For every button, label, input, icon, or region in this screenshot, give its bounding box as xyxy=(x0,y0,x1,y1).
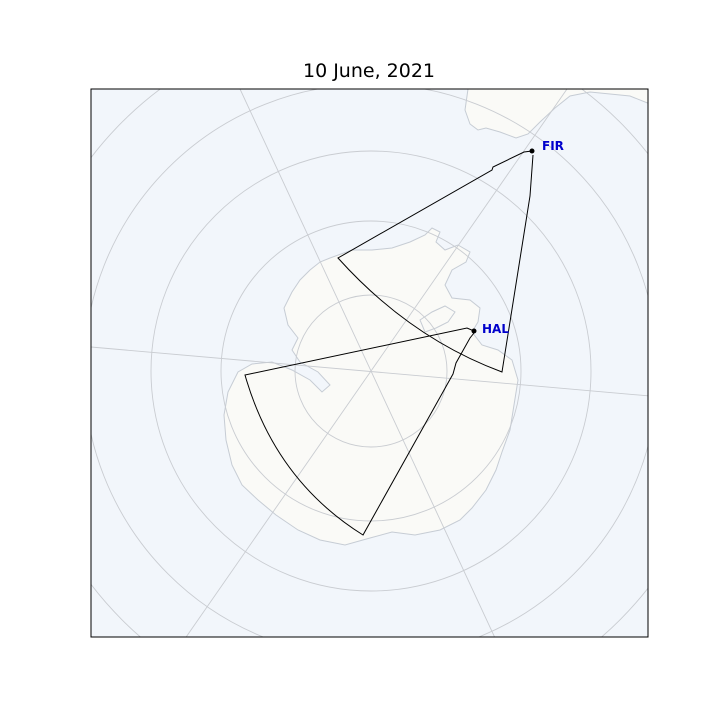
hal-radar-fov xyxy=(244,327,475,536)
antarctic-peninsula xyxy=(419,305,456,333)
hal-station-label: HAL xyxy=(482,322,509,336)
map-frame xyxy=(90,88,649,638)
radar-fov-outlines xyxy=(244,150,534,536)
hal-station-marker[interactable] xyxy=(471,328,477,334)
fir-station-label: FIR xyxy=(542,139,564,153)
south-america-landmass xyxy=(464,89,648,139)
fir-radar-fov xyxy=(337,150,534,373)
fir-station-marker[interactable] xyxy=(529,148,535,154)
map-title: 10 June, 2021 xyxy=(302,60,436,82)
